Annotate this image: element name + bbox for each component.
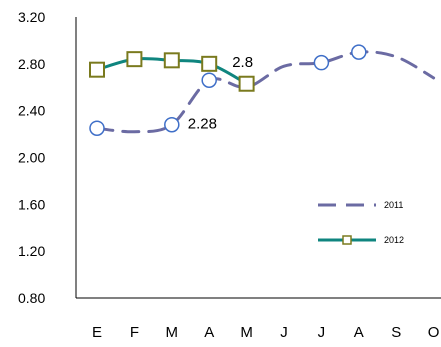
series-2012 — [89, 51, 255, 92]
x-tick-label: M — [166, 324, 179, 341]
legend-label: 2012 — [384, 235, 404, 245]
y-tick-label: 3.20 — [18, 9, 45, 25]
y-tick-label: 1.20 — [18, 243, 45, 259]
x-tick-label: F — [130, 324, 139, 341]
x-tick-label: O — [428, 324, 440, 341]
y-tick-label: 0.80 — [18, 290, 45, 306]
series-group — [89, 44, 436, 136]
y-tick-label: 2.40 — [18, 103, 45, 119]
data-point — [238, 75, 255, 92]
series-line-2011 — [95, 50, 436, 134]
x-tick-label: A — [204, 324, 214, 341]
data-point — [89, 120, 105, 136]
data-point — [201, 55, 218, 72]
x-tick-label: E — [92, 324, 102, 341]
data-label: 2.8 — [232, 54, 253, 71]
data-point — [313, 54, 330, 71]
legend-item-2011: 2011 — [318, 200, 403, 210]
legend: 2011 2012 — [318, 200, 404, 245]
x-tick-label: M — [240, 324, 253, 341]
y-tick-label: 2.80 — [18, 56, 45, 72]
data-point — [351, 44, 367, 60]
series-2011 — [89, 44, 436, 136]
chart-axes — [75, 17, 441, 299]
data-point — [126, 51, 143, 68]
data-labels: 2.28 2.8 — [188, 54, 253, 133]
x-tick-label: J — [318, 324, 326, 341]
x-tick-label: J — [280, 324, 288, 341]
y-tick-labels: 0.80 1.20 1.60 2.00 2.40 2.80 3.20 — [18, 9, 45, 306]
data-point — [201, 72, 217, 88]
y-tick-label: 1.60 — [18, 196, 45, 212]
data-point — [164, 116, 180, 133]
x-tick-label: A — [354, 324, 364, 341]
data-point — [89, 61, 105, 78]
legend-label: 2011 — [384, 200, 403, 210]
data-point — [163, 52, 180, 69]
x-tick-label: S — [391, 324, 401, 341]
legend-item-2012: 2012 — [318, 235, 404, 245]
y-tick-label: 2.00 — [18, 150, 45, 166]
legend-marker — [342, 235, 352, 245]
data-label: 2.28 — [188, 116, 217, 133]
